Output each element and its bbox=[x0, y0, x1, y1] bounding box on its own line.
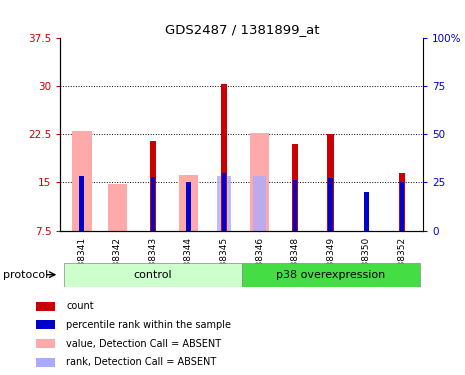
Bar bbox=[399, 172, 405, 231]
Bar bbox=[292, 144, 299, 231]
Text: p38 overexpression: p38 overexpression bbox=[276, 270, 385, 280]
Bar bbox=[186, 182, 191, 231]
Bar bbox=[328, 178, 333, 231]
Text: rank, Detection Call = ABSENT: rank, Detection Call = ABSENT bbox=[66, 357, 216, 367]
Bar bbox=[107, 184, 127, 231]
Title: GDS2487 / 1381899_at: GDS2487 / 1381899_at bbox=[165, 23, 319, 36]
Bar bbox=[250, 134, 269, 231]
Bar bbox=[253, 176, 266, 231]
Bar bbox=[151, 177, 155, 231]
Text: protocol: protocol bbox=[3, 270, 48, 280]
Bar bbox=[217, 176, 231, 231]
Bar bbox=[242, 262, 419, 287]
Bar bbox=[80, 176, 84, 231]
Text: control: control bbox=[133, 270, 172, 280]
Bar bbox=[399, 182, 404, 231]
Bar bbox=[36, 339, 55, 348]
Bar bbox=[364, 192, 369, 231]
Bar bbox=[36, 302, 55, 310]
Bar bbox=[221, 84, 227, 231]
Bar bbox=[150, 141, 156, 231]
Text: count: count bbox=[66, 301, 93, 311]
Bar bbox=[327, 134, 334, 231]
Bar bbox=[36, 320, 55, 329]
Text: value, Detection Call = ABSENT: value, Detection Call = ABSENT bbox=[66, 339, 221, 348]
Bar bbox=[222, 172, 226, 231]
Bar bbox=[179, 175, 198, 231]
Bar bbox=[293, 180, 298, 231]
Bar bbox=[36, 358, 55, 367]
Bar bbox=[64, 262, 242, 287]
Text: percentile rank within the sample: percentile rank within the sample bbox=[66, 320, 231, 330]
Bar bbox=[72, 131, 92, 231]
